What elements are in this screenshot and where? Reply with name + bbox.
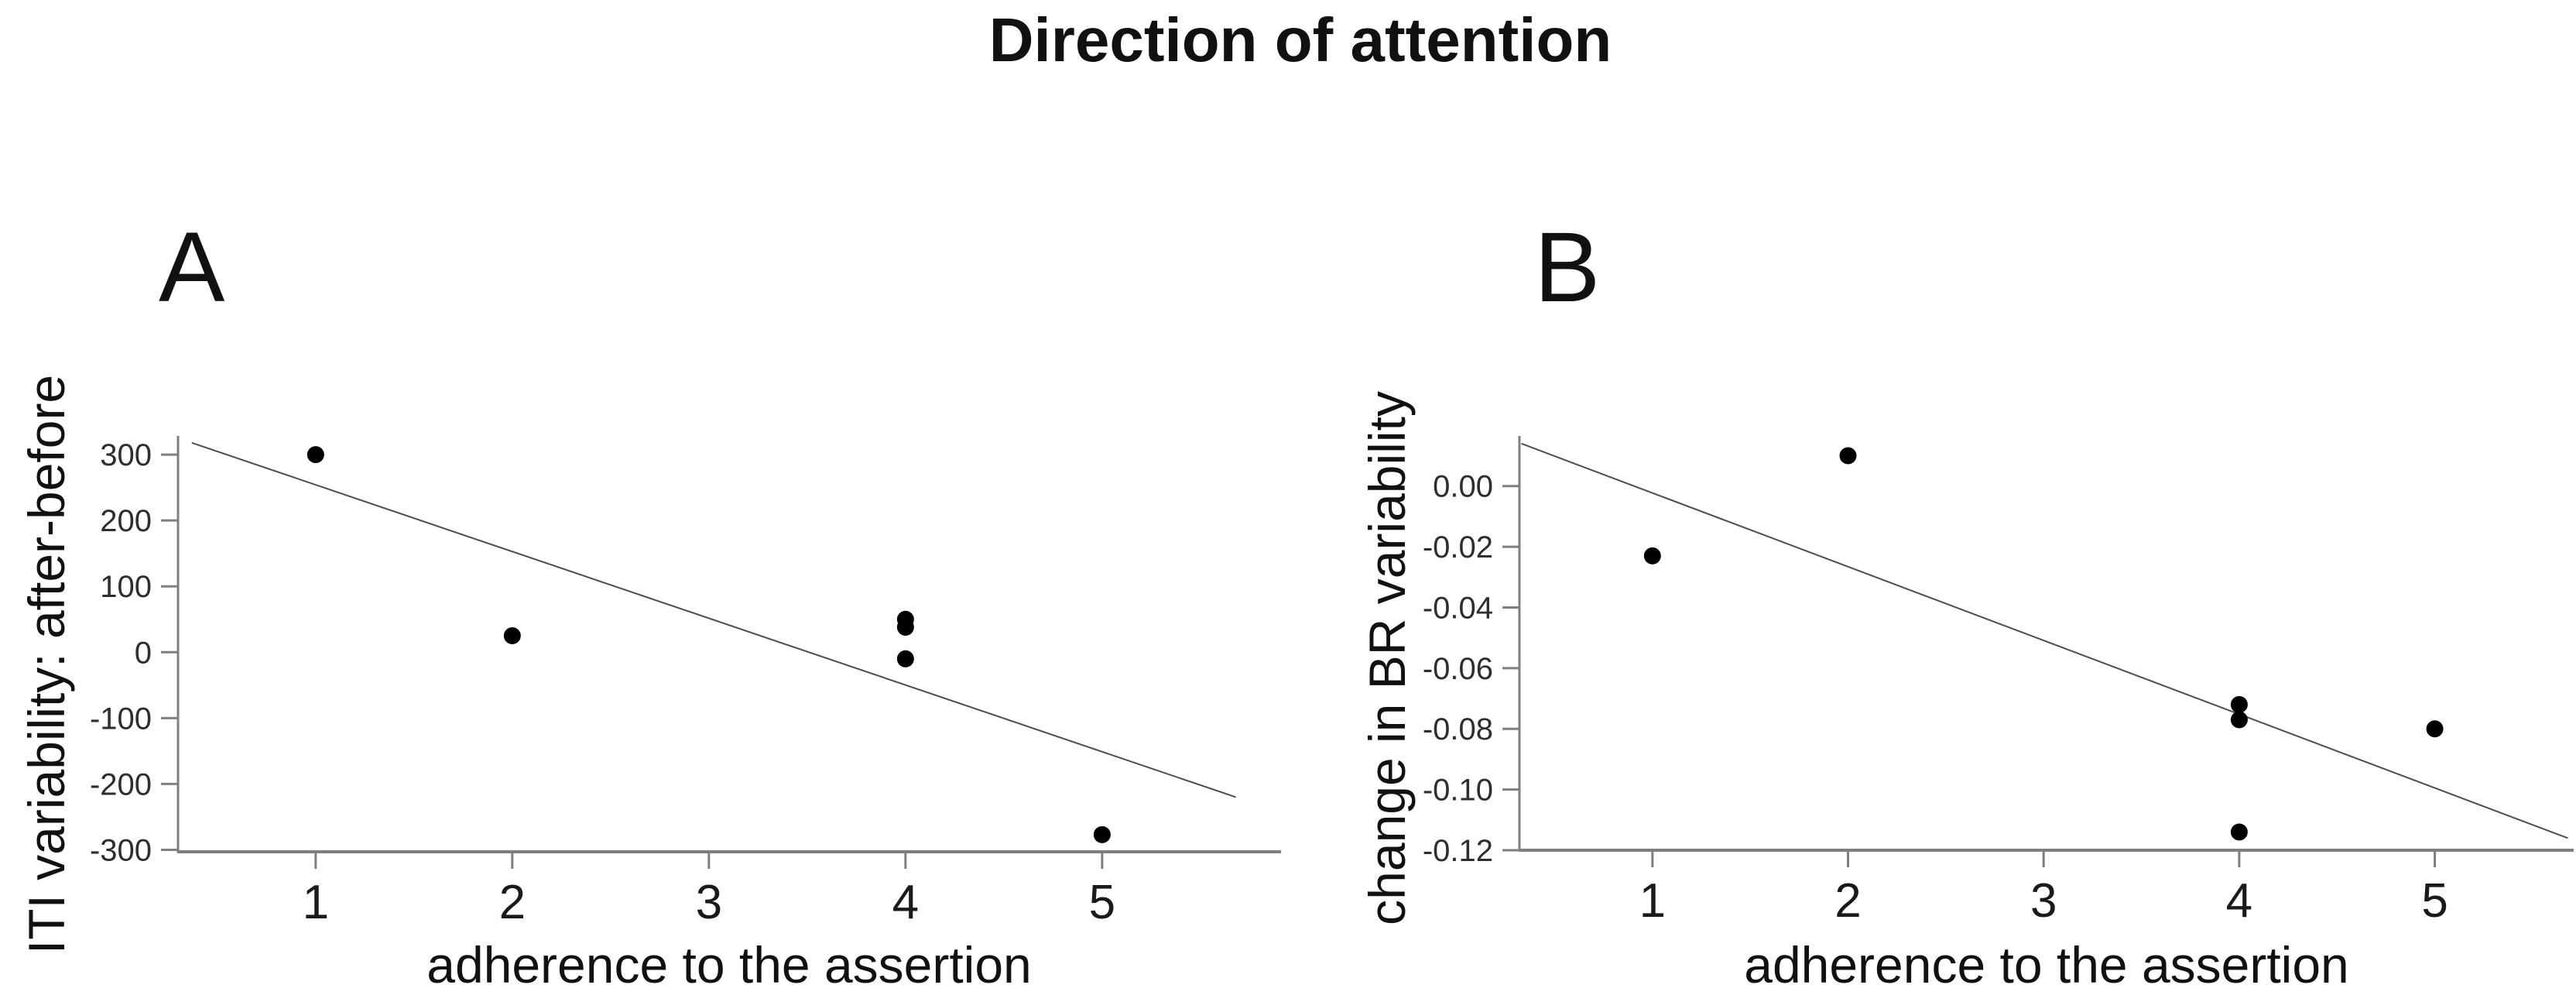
panel-a-data-point xyxy=(1093,825,1111,843)
panel-b-y-tick-label: -0.02 xyxy=(1423,530,1493,564)
panel-a-y-tick-label: 0 xyxy=(135,636,152,670)
panel-a-y-tick-label: 100 xyxy=(100,570,152,604)
panel-a-data-point xyxy=(896,650,914,667)
figure-title: Direction of attention xyxy=(988,5,1612,74)
panel-a-regression-line xyxy=(191,441,1236,798)
panel-a-data-point xyxy=(896,618,914,636)
panel-a-x-tick-label: 1 xyxy=(303,876,329,929)
panel-a-data-point xyxy=(503,627,521,645)
panel-b-data-point xyxy=(1839,447,1857,465)
panel-a-x-tick-label: 3 xyxy=(696,876,722,929)
panel-b-data-point xyxy=(2230,711,2248,729)
panel-a-x-tick-label: 4 xyxy=(892,876,919,929)
panel-a-y-tick-label: -200 xyxy=(90,767,152,801)
panel-b-y-tick-label: -0.10 xyxy=(1423,774,1493,808)
panel-a-x-tick-label: 2 xyxy=(499,876,526,929)
panel-b-x-tick-label: 3 xyxy=(2030,874,2057,928)
panel-a-y-tick-label: 200 xyxy=(100,504,152,538)
panel-a-x-axis-label-text: adherence to the assertion xyxy=(426,936,1032,993)
panel-b-data-point xyxy=(2426,720,2444,738)
panel-a-letter: A xyxy=(159,212,225,323)
panel-a-y-tick-label: -100 xyxy=(90,702,152,736)
panel-b-x-tick-label: 4 xyxy=(2226,874,2252,928)
panel-b-x-tick-label: 1 xyxy=(1639,874,1666,928)
panel-a-data-point xyxy=(307,446,324,464)
panel-b-y-tick-label: 0.00 xyxy=(1433,470,1493,504)
panel-b-regression-line xyxy=(1521,442,2568,839)
panel-b-y-tick-label: -0.08 xyxy=(1423,712,1493,746)
panel-a-y-tick-label: 300 xyxy=(100,438,152,472)
panel-b-x-axis-label-text: adherence to the assertion xyxy=(1744,936,2349,993)
panel-b-letter: B xyxy=(1534,212,1601,323)
panel-b-y-tick-label: -0.12 xyxy=(1423,834,1493,868)
panel-b-data-point xyxy=(1643,547,1661,564)
panel-b-x-tick-label: 2 xyxy=(1834,874,1861,928)
panel-b-data-point xyxy=(2230,695,2248,713)
panel-b-x-tick-label: 5 xyxy=(2421,874,2448,928)
panel-b-data-point xyxy=(2230,823,2248,841)
panel-b-y-tick-label: -0.04 xyxy=(1423,591,1493,625)
panel-a-y-tick-label: -300 xyxy=(90,833,152,867)
panel-b-y-tick-label: -0.06 xyxy=(1423,652,1493,686)
panel-a-x-tick-label: 5 xyxy=(1089,876,1115,929)
